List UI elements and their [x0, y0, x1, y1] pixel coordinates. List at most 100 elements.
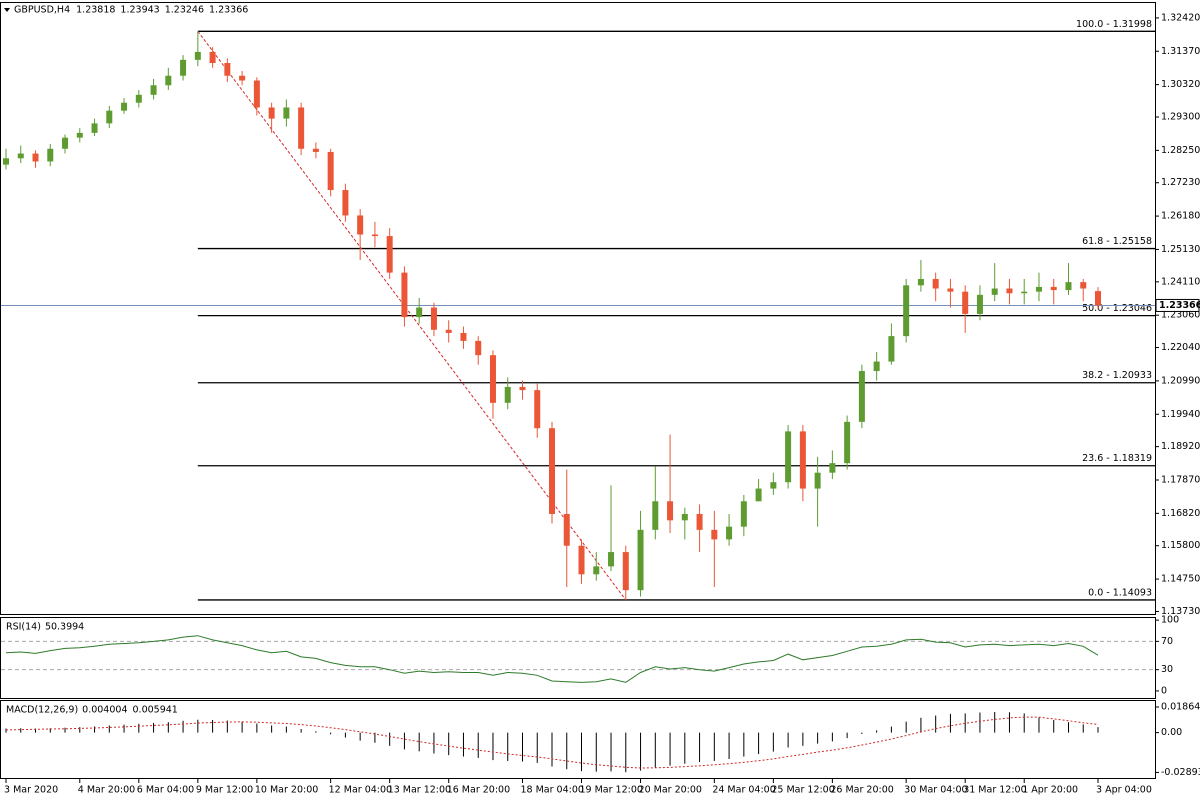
y-tick-label: 1.16820: [1161, 508, 1200, 519]
x-tick-label: 16 Mar 20:00: [447, 785, 510, 796]
candle-body: [430, 307, 437, 330]
y-tick-label: 1.19940: [1161, 409, 1200, 420]
x-tick-label: 24 Mar 04:00: [712, 785, 775, 796]
candle-body: [239, 75, 246, 81]
signal-line: [5, 716, 1099, 769]
candle-body: [475, 340, 482, 356]
header-value: 1.23818: [76, 5, 115, 16]
candle-body: [371, 234, 378, 237]
candle-body: [489, 355, 496, 403]
y-tick-label: 70: [1161, 636, 1173, 647]
candle-body: [224, 63, 231, 76]
candle-body: [445, 329, 452, 333]
candle-body: [32, 153, 39, 162]
y-tick-label: 100: [1161, 615, 1179, 626]
x-tick-label: 3 Apr 04:00: [1096, 785, 1152, 796]
candle-body: [608, 552, 615, 567]
candle-body: [681, 513, 688, 521]
candle-body: [563, 513, 570, 546]
fib-level-label: 23.6 - 1.18319: [1082, 453, 1152, 464]
candle-body: [991, 288, 998, 295]
candle-body: [622, 552, 629, 591]
x-tick-label: 26 Mar 20:00: [830, 785, 893, 796]
x-tick-label: 18 Mar 04:00: [520, 785, 583, 796]
x-tick-label: 9 Mar 12:00: [196, 785, 253, 796]
candle-body: [917, 278, 924, 286]
fib-level-label: 50.0 - 1.23046: [1082, 303, 1152, 314]
y-tick-label: 1.28250: [1161, 145, 1200, 156]
candle-body: [873, 361, 880, 372]
candle-body: [578, 545, 585, 575]
candle-body: [932, 278, 939, 289]
candle-body: [519, 386, 526, 391]
y-tick-label: 1.13730: [1161, 606, 1200, 617]
macd-panel-frame: [0, 700, 1156, 779]
candle-body: [549, 428, 555, 514]
candle-body: [903, 285, 910, 337]
candle-body: [3, 158, 9, 165]
candle-body: [1065, 282, 1072, 291]
y-tick-label: 1.17870: [1161, 474, 1200, 485]
candle-body: [844, 421, 851, 464]
candle-body: [460, 332, 467, 341]
candle-body: [106, 110, 113, 124]
header-value: 1.23246: [165, 5, 204, 16]
y-tick-label: 1.25130: [1161, 244, 1200, 255]
y-tick-label: 1.22040: [1161, 342, 1200, 353]
header-value: 50.3994: [45, 622, 84, 633]
candle-body: [696, 513, 703, 530]
candle-body: [711, 529, 718, 540]
fib-trend-line: [197, 31, 627, 601]
candle-body: [150, 85, 157, 95]
candle-body: [504, 386, 511, 403]
x-tick-label: 19 Mar 12:00: [580, 785, 643, 796]
candle-body: [357, 215, 364, 235]
header-value: 1.23366: [209, 5, 248, 16]
fib-level-label: 38.2 - 1.20933: [1082, 370, 1152, 381]
y-tick-label: 1.31370: [1161, 46, 1200, 57]
symbol-menu-icon[interactable]: [4, 8, 10, 12]
y-tick-label: 0: [1161, 685, 1167, 696]
candle-body: [194, 51, 201, 60]
candle-body: [386, 236, 393, 273]
x-tick-label: 10 Mar 20:00: [255, 785, 318, 796]
candle-body: [652, 501, 659, 530]
candle-body: [755, 488, 762, 502]
candle-body: [1021, 291, 1028, 294]
candle-body: [1050, 286, 1057, 291]
candle-body: [121, 102, 128, 111]
candle-body: [165, 75, 172, 86]
candle-body: [785, 431, 792, 483]
y-tick-label: 30: [1161, 664, 1173, 675]
header-value: 0.004004: [82, 705, 127, 716]
candle-body: [962, 291, 969, 314]
candle-body: [17, 153, 24, 159]
chart-title: GBPUSD,H4: [14, 5, 70, 16]
candle-body: [637, 529, 644, 591]
candle-body: [976, 294, 983, 314]
x-tick-label: 30 Mar 04:00: [904, 785, 967, 796]
y-tick-label: 0.00: [1161, 727, 1182, 738]
candle-body: [593, 566, 600, 575]
candle-body: [209, 51, 216, 64]
indicator-title: MACD(12,26,9): [6, 705, 78, 716]
candle-body: [667, 501, 674, 521]
x-tick-label: 31 Mar 12:00: [963, 785, 1026, 796]
fib-level-label: 0.0 - 1.14093: [1088, 587, 1152, 598]
x-tick-label: 6 Mar 04:00: [137, 785, 194, 796]
y-tick-label: 1.15800: [1161, 540, 1200, 551]
candle-body: [268, 107, 275, 119]
header-value: 0.005941: [133, 705, 178, 716]
candle-body: [1080, 282, 1087, 289]
candle-body: [327, 151, 334, 191]
candle-body: [416, 307, 423, 318]
x-tick-label: 20 Mar 20:00: [639, 785, 702, 796]
y-tick-label: 1.23060: [1161, 310, 1200, 321]
candle-body: [770, 482, 777, 489]
y-tick-label: 1.24110: [1161, 276, 1200, 287]
candle-body: [947, 288, 954, 292]
candle-body: [135, 94, 142, 103]
candle-body: [1006, 288, 1013, 294]
y-tick-label: -0.028935: [1161, 767, 1200, 778]
